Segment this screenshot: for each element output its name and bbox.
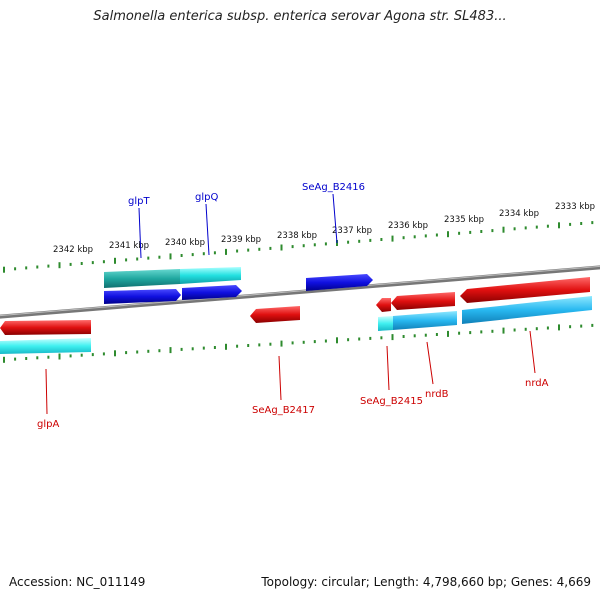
gene-bar-glpQ[interactable]	[180, 267, 241, 284]
scale-label: 2333 kbp	[555, 202, 595, 212]
forward-gene-labels: glpT glpQ SeAg_B2416	[128, 182, 365, 259]
reverse-cds-track	[0, 277, 590, 335]
cds-arrow-nrdB[interactable]	[391, 292, 455, 310]
cds-arrow-glpA[interactable]	[0, 320, 91, 335]
gene-label-SeAg_B2417[interactable]: SeAg_B2417	[252, 405, 315, 416]
scale-label: 2341 kbp	[109, 241, 149, 251]
leader-line-SeAg_B2416	[332, 193, 338, 244]
cds-arrow-glpT[interactable]	[104, 289, 181, 304]
scale-label: 2336 kbp	[388, 221, 428, 231]
gene-label-SeAg_B2416[interactable]: SeAg_B2416	[302, 182, 365, 193]
reverse-gene-track	[0, 296, 592, 354]
gene-label-nrdB[interactable]: nrdB	[425, 389, 449, 400]
map-title: Salmonella enterica subsp. enterica sero…	[93, 9, 507, 24]
scale-label: 2334 kbp	[499, 209, 539, 219]
genome-backbone-highlight	[0, 265, 600, 317]
forward-cds-track	[104, 274, 373, 304]
scale-ticks-lower	[3, 323, 594, 363]
leader-line-glpQ	[205, 203, 210, 256]
scale-label: 2340 kbp	[165, 238, 205, 248]
gene-bar-glpT[interactable]	[104, 269, 180, 288]
leader-line-SeAg_B2415	[386, 345, 390, 391]
gene-label-glpT[interactable]: glpT	[128, 196, 150, 207]
scale-label: 2337 kbp	[332, 226, 372, 236]
footer-accession: Accession: NC_011149	[9, 575, 146, 589]
leader-line-nrdA	[529, 330, 536, 374]
leader-line-nrdB	[426, 341, 434, 385]
cds-arrow-glpQ[interactable]	[182, 285, 242, 300]
gene-label-glpQ[interactable]: glpQ	[195, 192, 218, 203]
gene-label-glpA[interactable]: glpA	[37, 419, 59, 430]
footer-summary: Topology: circular; Length: 4,798,660 bp…	[261, 575, 591, 589]
cds-arrow-SeAg_B2415[interactable]	[376, 298, 391, 312]
cds-arrow-SeAg_B2416[interactable]	[306, 274, 373, 291]
leader-line-glpT	[138, 207, 142, 259]
cds-arrow-SeAg_B2417[interactable]	[250, 306, 300, 323]
gene-label-nrdA[interactable]: nrdA	[525, 378, 549, 389]
leader-line-glpA	[45, 368, 48, 415]
gene-bar-SeAg_B2415[interactable]	[378, 316, 393, 331]
scale-label: 2342 kbp	[53, 245, 93, 255]
scale-label: 2338 kbp	[277, 231, 317, 241]
scale-labels: 2342 kbp 2341 kbp 2340 kbp 2339 kbp 2338…	[53, 202, 595, 255]
scale-label: 2339 kbp	[221, 235, 261, 245]
scale-label: 2335 kbp	[444, 215, 484, 225]
gene-label-SeAg_B2415[interactable]: SeAg_B2415	[360, 396, 423, 407]
cds-arrow-nrdA[interactable]	[460, 277, 590, 303]
genome-backbone	[0, 265, 600, 319]
gene-bar-nrdA[interactable]	[462, 296, 592, 324]
reverse-gene-labels: glpA SeAg_B2417 SeAg_B2415 nrdB nrdA	[37, 330, 549, 430]
gene-bar-nrdB[interactable]	[393, 311, 457, 330]
scale-ticks-upper	[3, 221, 594, 273]
leader-line-SeAg_B2417	[278, 355, 282, 401]
gene-bar-glpA[interactable]	[0, 338, 91, 354]
forward-gene-track	[104, 267, 241, 288]
